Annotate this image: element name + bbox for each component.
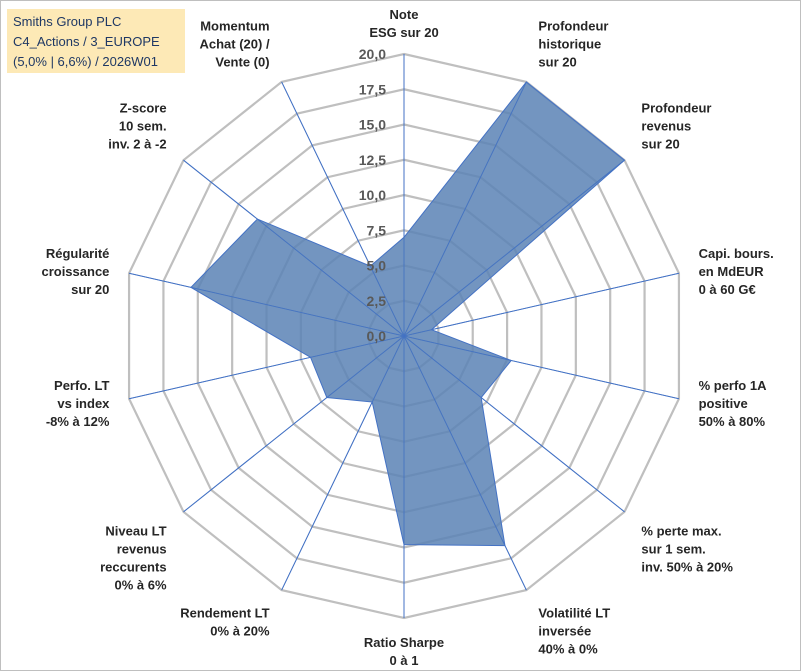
category-label: Note ESG sur 20: [369, 7, 438, 40]
category-label: Momentum Achat (20) / Vente (0): [199, 18, 269, 69]
tick-label: 10,0: [359, 187, 386, 203]
category-label: % perfo 1A positive 50% à 80%: [699, 378, 768, 429]
tick-label: 17,5: [359, 81, 386, 97]
tick-label: 20,0: [359, 46, 386, 62]
tick-label: 15,0: [359, 117, 386, 133]
category-label: Capi. bours. en MdEUR 0 à 60 G€: [699, 246, 774, 297]
category-label: Volatilité LT inversée 40% à 0%: [538, 606, 610, 657]
title-line-period: (5,0% | 6,6%) / 2026W01: [13, 54, 159, 69]
category-label: Perfo. LT vs index -8% à 12%: [46, 378, 110, 429]
axis-spoke-overlay: [183, 335, 405, 513]
axis-spoke-overlay: [403, 335, 680, 400]
radar-category-labels: Note ESG sur 20 Profondeur historique sur 20…: [41, 7, 773, 668]
axis-spoke-overlay: [403, 272, 680, 337]
title-line-company: Smiths Group PLC: [13, 14, 122, 29]
axis-spoke-overlay: [281, 335, 405, 591]
axis-spoke-overlay: [403, 335, 625, 513]
tick-label: 7,5: [367, 222, 387, 238]
axis-spoke-overlay: [403, 335, 527, 591]
category-label: Profondeur historique sur 20: [538, 18, 608, 69]
title-box: Smiths Group PLC C4_Actions / 3_EUROPE (…: [7, 9, 185, 73]
axis-spoke-overlay: [128, 272, 405, 337]
category-label: Z-score 10 sem. inv. 2 à -2: [108, 100, 166, 151]
tick-label: 12,5: [359, 152, 386, 168]
category-label: Rendement LT 0% à 20%: [180, 606, 270, 639]
axis-spoke-overlay: [403, 81, 527, 337]
axis-spoke-overlay: [281, 81, 405, 337]
category-label: Niveau LT revenus reccurents 0% à 6%: [100, 524, 167, 593]
axis-spoke-overlay: [128, 335, 405, 400]
category-label: Profondeur revenus sur 20: [641, 100, 711, 151]
axis-spoke-overlay: [403, 159, 625, 337]
category-label: Ratio Sharpe 0 à 1: [364, 635, 444, 668]
radar-tick-labels: 0,0 2,5 5,0 7,5 10,0 12,5 15,0 17,5 20,0: [359, 46, 386, 344]
tick-label: 2,5: [367, 293, 387, 309]
category-label: Régularité croissance sur 20: [41, 246, 109, 297]
tick-label: 0,0: [367, 328, 387, 344]
title-line-category: C4_Actions / 3_EUROPE: [13, 34, 160, 49]
axis-spoke-overlay: [183, 159, 405, 337]
tick-label: 5,0: [367, 258, 387, 274]
category-label: % perte max. sur 1 sem. inv. 50% à 20%: [641, 524, 733, 575]
radar-series: [128, 54, 680, 618]
